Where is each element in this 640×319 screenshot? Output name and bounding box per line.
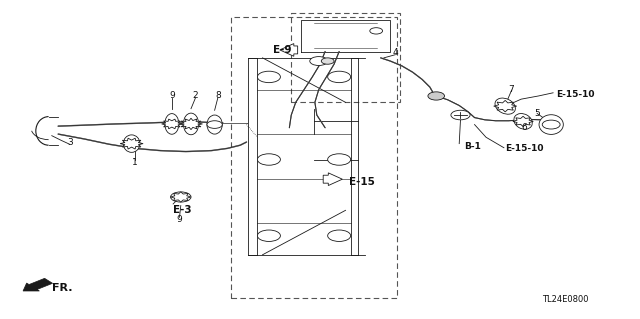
Polygon shape — [493, 100, 516, 112]
FancyArrow shape — [23, 278, 52, 291]
Text: E-3: E-3 — [173, 205, 192, 215]
Text: 9: 9 — [169, 92, 175, 100]
Text: 3: 3 — [67, 137, 72, 146]
Circle shape — [310, 56, 328, 65]
Circle shape — [328, 154, 351, 165]
FancyArrow shape — [323, 173, 342, 186]
Text: 1: 1 — [132, 158, 138, 167]
Circle shape — [257, 154, 280, 165]
Circle shape — [328, 230, 351, 241]
Circle shape — [451, 110, 470, 120]
Polygon shape — [162, 119, 182, 129]
Text: 5: 5 — [534, 109, 540, 118]
Ellipse shape — [183, 113, 198, 135]
Circle shape — [257, 71, 280, 83]
Circle shape — [171, 192, 191, 202]
Polygon shape — [171, 192, 191, 202]
Ellipse shape — [539, 115, 563, 134]
Text: E-9: E-9 — [273, 45, 291, 55]
Text: E-15: E-15 — [349, 177, 374, 187]
Ellipse shape — [165, 114, 179, 134]
Text: 2: 2 — [193, 92, 198, 100]
Text: 8: 8 — [215, 92, 221, 100]
Text: B-1: B-1 — [464, 142, 481, 151]
Circle shape — [207, 121, 222, 128]
Circle shape — [428, 92, 445, 100]
Circle shape — [321, 58, 334, 64]
Text: 9: 9 — [177, 215, 182, 224]
Ellipse shape — [514, 114, 532, 129]
Polygon shape — [120, 138, 143, 149]
Circle shape — [328, 71, 351, 83]
Ellipse shape — [207, 115, 222, 134]
Circle shape — [257, 230, 280, 241]
Text: 4: 4 — [392, 48, 398, 57]
Text: E-15-10: E-15-10 — [505, 144, 544, 153]
Text: 6: 6 — [522, 123, 527, 132]
Polygon shape — [179, 118, 202, 130]
Bar — [230, 17, 397, 298]
Ellipse shape — [124, 135, 140, 152]
Circle shape — [370, 28, 383, 34]
Text: E-15-10: E-15-10 — [556, 90, 595, 99]
Text: 7: 7 — [509, 85, 515, 94]
Ellipse shape — [495, 98, 515, 114]
FancyArrow shape — [280, 44, 298, 56]
Text: FR.: FR. — [52, 283, 72, 293]
Polygon shape — [513, 116, 533, 126]
Circle shape — [542, 120, 560, 129]
Bar — [291, 13, 400, 102]
Text: TL24E0800: TL24E0800 — [541, 295, 588, 304]
